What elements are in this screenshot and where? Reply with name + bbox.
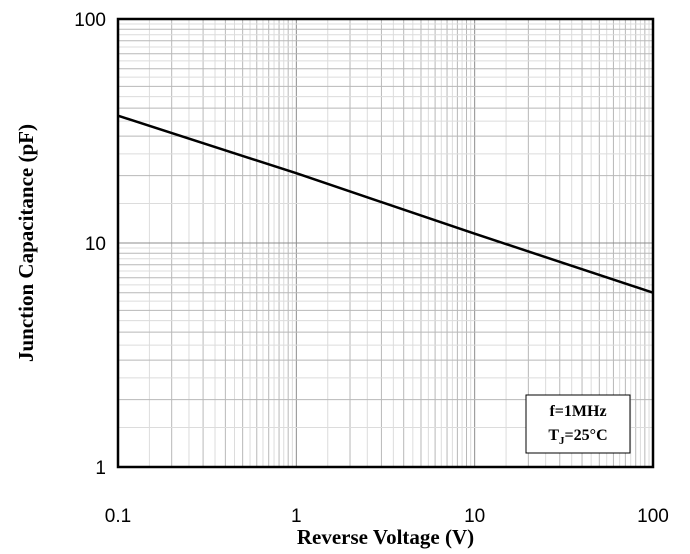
x-axis-title: Reverse Voltage (V)	[297, 525, 474, 549]
x-tick-label: 100	[637, 506, 669, 527]
x-tick-labels: 0.1 1 10 100	[105, 506, 669, 527]
annotation-temperature: TJ=25°C	[548, 427, 607, 447]
annotation-temp-symbol: T	[548, 427, 559, 444]
annotation-frame	[525, 394, 631, 454]
series-line-0	[117, 114, 654, 294]
y-tick-label: 100	[74, 10, 106, 31]
y-tick-label: 1	[95, 458, 106, 479]
y-axis-title: Junction Capacitance (pF)	[14, 124, 38, 362]
y-tick-labels: 1 10 100	[74, 10, 106, 479]
annotation-temp-value: =25°C	[565, 427, 608, 444]
annotation-box: f=1MHz TJ=25°C	[525, 394, 631, 454]
x-tick-label: 0.1	[105, 506, 131, 527]
grid	[118, 19, 653, 467]
plot-border	[116, 17, 655, 469]
series-layer	[117, 114, 654, 294]
annotation-temp-subscript: J	[559, 435, 565, 447]
x-tick-label: 1	[291, 506, 302, 527]
x-tick-label: 10	[464, 506, 485, 527]
annotation-frequency: f=1MHz	[549, 403, 606, 420]
y-tick-label: 10	[85, 234, 106, 255]
